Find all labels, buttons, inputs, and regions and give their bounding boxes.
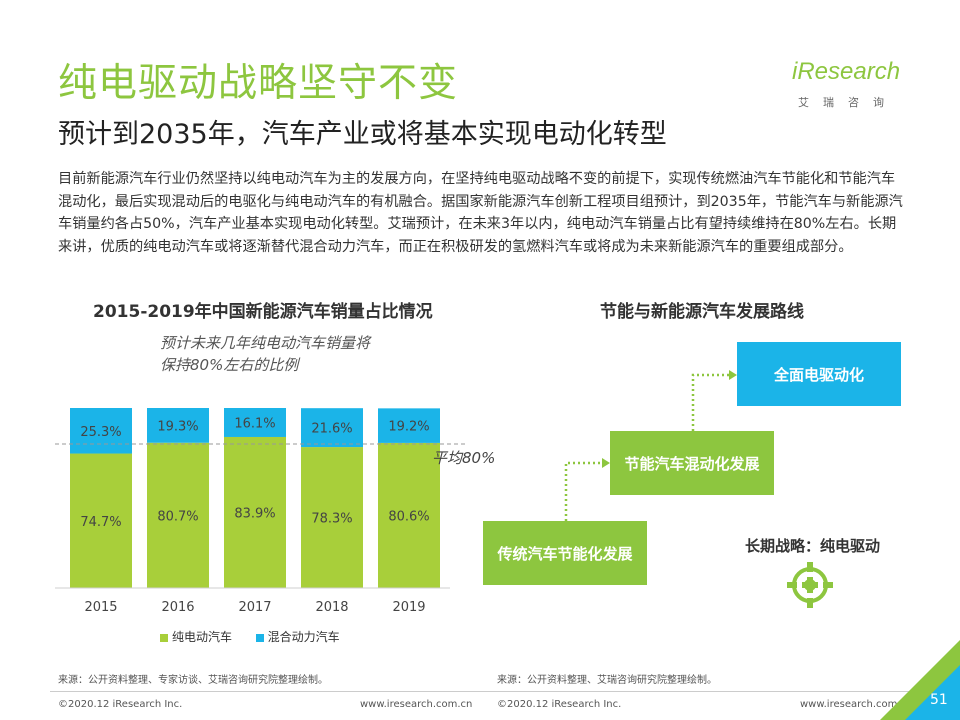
x-tick-label: 2015 xyxy=(84,600,117,615)
roadmap-title: 节能与新能源汽车发展路线 xyxy=(600,302,804,322)
connector-arrow xyxy=(691,373,729,431)
data-label: 19.3% xyxy=(157,419,198,434)
x-tick-label: 2019 xyxy=(392,600,425,615)
page-number: 51 xyxy=(930,692,948,708)
x-tick-label: 2016 xyxy=(161,600,194,615)
legend-swatch-bev xyxy=(160,633,168,642)
source-note-right: 来源：公开资料整理、艾瑞咨询研究院整理绘制。 xyxy=(497,675,717,686)
chart-annotation-line: 保持80%左右的比例 xyxy=(160,356,299,374)
logo-wordmark: iResearch xyxy=(792,58,901,85)
bar-segment-phev xyxy=(70,408,132,454)
bar-segment-bev xyxy=(301,447,363,588)
stacked-bar-chart: 74.7% 25.3% 2015 80.7% 19.3% 2016 83.9% 16.1% 20… xyxy=(55,408,468,615)
connector-arrow xyxy=(564,461,602,521)
x-tick-label: 2017 xyxy=(238,600,271,615)
source-note-left: 来源：公开资料整理、专家访谈、艾瑞咨询研究院整理绘制。 xyxy=(58,675,328,686)
roadmap-step-traditional: 传统汽车节能化发展 xyxy=(483,521,647,585)
corner-decoration xyxy=(880,640,960,720)
page-subtitle: 预计到2035年，汽车产业或将基本实现电动化转型 xyxy=(58,119,667,150)
footer-url-link[interactable]: www.iresearch.com.cn xyxy=(800,699,913,710)
intro-paragraph: 目前新能源汽车行业仍然坚持以纯电动汽车为主的发展方向，在坚持纯电驱动战略不变的前… xyxy=(58,171,903,255)
chart-annotation: 预计未来几年纯电动汽车销量将 保持80%左右的比例 xyxy=(160,332,370,376)
iresearch-logo: iResearch 艾瑞咨询 xyxy=(792,58,910,109)
legend-label-bev: 纯电动汽车 xyxy=(172,630,233,644)
bar-segment-phev xyxy=(147,408,209,443)
bar-segment-phev xyxy=(378,408,440,443)
long-term-strategy-label: 长期战略：纯电驱动 xyxy=(745,537,881,555)
data-label: 80.6% xyxy=(388,509,429,524)
roadmap-connectors xyxy=(564,370,737,521)
data-label: 83.9% xyxy=(234,506,275,521)
data-label: 21.6% xyxy=(311,422,352,437)
roadmap-step-hybrid: 节能汽车混动化发展 xyxy=(610,431,774,495)
data-label: 80.7% xyxy=(157,509,198,524)
average-line-label: 平均80% xyxy=(432,449,496,467)
chart-title: 2015-2019年中国新能源汽车销量占比情况 xyxy=(93,302,433,322)
legend-swatch-phev xyxy=(255,633,264,642)
x-tick-label: 2018 xyxy=(315,600,348,615)
page-title: 纯电驱动战略坚守不变 xyxy=(58,61,459,106)
arrowhead-icon xyxy=(602,458,610,468)
footer-copyright: ©2020.12 iResearch Inc. xyxy=(497,699,622,710)
roadmap-step-full-electric: 全面电驱动化 xyxy=(737,342,901,406)
bar-segment-bev xyxy=(378,442,440,588)
logo-subtext: 艾瑞咨询 xyxy=(798,96,898,109)
bar-segment-phev xyxy=(224,408,286,437)
chart-annotation-line: 预计未来几年纯电动汽车销量将 xyxy=(160,334,371,352)
legend-label-phev: 混合动力汽车 xyxy=(267,630,340,644)
footer-copyright: ©2020.12 iResearch Inc. xyxy=(58,699,183,710)
data-label: 74.7% xyxy=(80,515,121,530)
data-label: 19.2% xyxy=(388,420,429,435)
bar-segment-bev xyxy=(224,436,286,588)
footer-divider xyxy=(50,691,910,692)
bar-segment-bev xyxy=(147,442,209,588)
data-label: 25.3% xyxy=(80,425,121,440)
footer-url-link[interactable]: www.iresearch.com.cn xyxy=(360,699,473,710)
bar-segment-bev xyxy=(70,453,132,588)
target-icon xyxy=(787,562,833,608)
chart-legend: 纯电动汽车 混合动力汽车 xyxy=(160,628,340,645)
arrowhead-icon xyxy=(729,370,737,380)
bar-segment-phev xyxy=(301,408,363,448)
data-label: 78.3% xyxy=(311,512,352,527)
data-label: 16.1% xyxy=(234,416,275,431)
